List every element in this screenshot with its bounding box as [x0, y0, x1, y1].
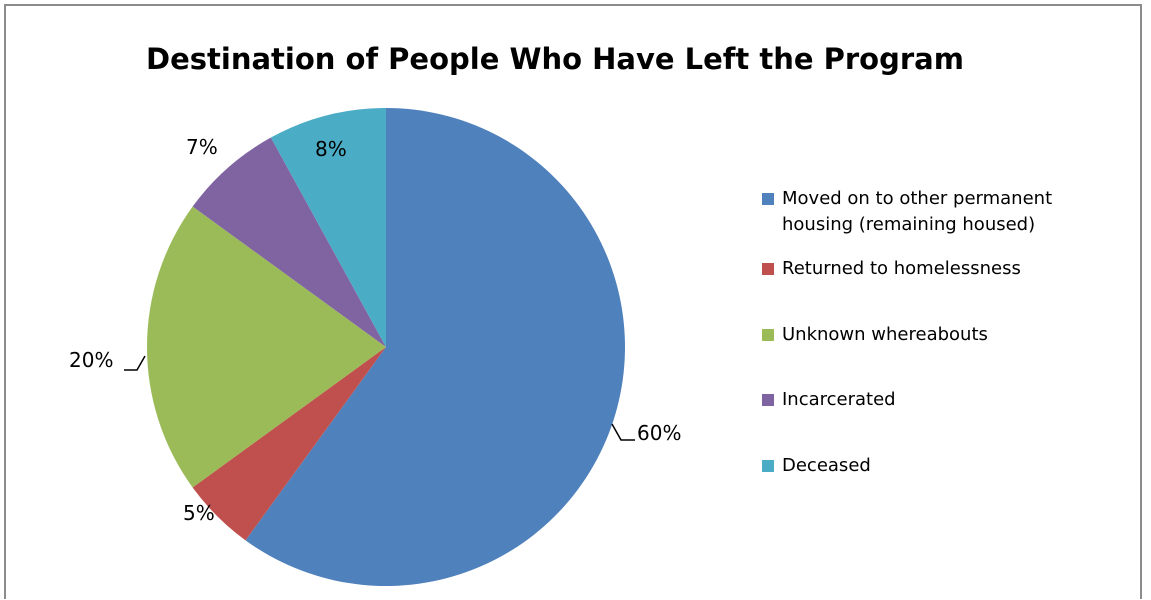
legend-swatch	[762, 329, 774, 341]
data-label-moved-on-to-other-permanent-housing-remaining-housed: 60%	[637, 421, 681, 445]
data-label-returned-to-homelessness: 5%	[183, 501, 215, 525]
pie-slice-returned-to-homelessness	[192, 347, 386, 541]
pie-slice-deceased	[270, 108, 386, 347]
legend-label: Unknown whereabouts	[782, 324, 988, 345]
legend-item-incarcerated: Incarcerated	[762, 387, 1102, 413]
legend-swatch	[762, 394, 774, 406]
legend-label: Moved on to other permanent housing (rem…	[782, 188, 1053, 235]
legend-label: Incarcerated	[782, 389, 896, 410]
data-label-deceased: 8%	[315, 137, 347, 161]
legend-item-unknown-whereabouts: Unknown whereabouts	[762, 322, 1102, 348]
legend-item-returned-to-homelessness: Returned to homelessness	[762, 256, 1102, 282]
pie-slice-incarcerated	[192, 137, 386, 347]
data-label-incarcerated: 7%	[186, 135, 218, 159]
legend-swatch	[762, 460, 774, 472]
pie-slice-unknown-whereabouts	[146, 206, 386, 488]
leader-line-unknown-whereabouts	[124, 355, 146, 371]
leader-line-moved-on-to-other-permanent-housing-remaining-housed	[611, 423, 635, 441]
legend-swatch	[762, 263, 774, 275]
chart-title: Destination of People Who Have Left the …	[146, 42, 964, 76]
data-label-unknown-whereabouts: 20%	[69, 348, 113, 372]
legend-swatch	[762, 193, 774, 205]
legend-label: Deceased	[782, 455, 871, 476]
legend-label: Returned to homelessness	[782, 258, 1021, 279]
pie-slice-moved-on-to-other-permanent-housing-remaining-housed	[245, 108, 625, 586]
legend-item-deceased: Deceased	[762, 453, 1102, 479]
legend-item-moved-on-to-other-permanent-housing-remaining-housed: Moved on to other permanent housing (rem…	[762, 186, 1102, 238]
